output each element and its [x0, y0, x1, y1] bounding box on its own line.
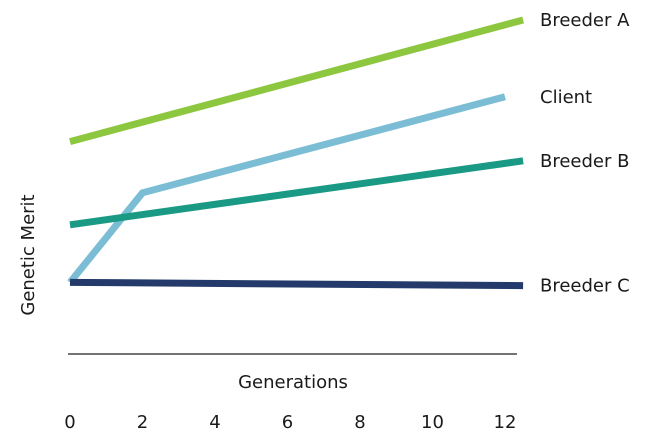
x-tick-label: 8: [354, 412, 365, 433]
series-line-client: [67, 93, 506, 285]
series-label-client: Client: [540, 87, 592, 108]
x-tick-label: 4: [209, 412, 220, 433]
series-label-breeder-a: Breeder A: [540, 10, 630, 31]
x-tick-label: 12: [494, 412, 517, 433]
series-labels: Breeder A Client Breeder B Breeder C: [540, 10, 630, 297]
x-axis-title: Generations: [238, 372, 348, 393]
x-tick-labels: 0 2 4 6 8 10 12: [64, 412, 516, 433]
y-axis-title: Genetic Merit: [18, 194, 39, 315]
x-tick-label: 10: [421, 412, 444, 433]
series-label-breeder-c: Breeder C: [540, 276, 630, 297]
series-line-breeder-c: [69, 278, 524, 290]
series-line-breeder-a: [69, 16, 525, 145]
series-label-breeder-b: Breeder B: [540, 151, 629, 172]
x-tick-label: 6: [282, 412, 293, 433]
x-tick-label: 2: [137, 412, 148, 433]
series-lines: [67, 16, 525, 290]
series-line-breeder-b: [69, 157, 524, 229]
x-tick-label: 0: [64, 412, 75, 433]
